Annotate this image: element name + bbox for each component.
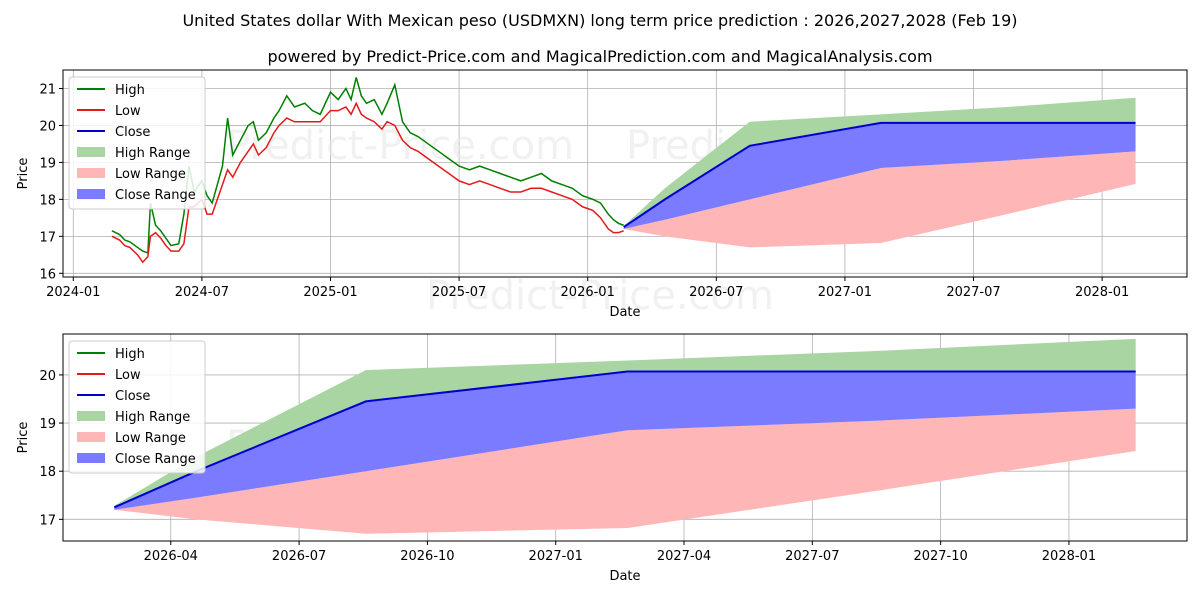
series-high-line [111, 77, 624, 255]
y-tick-label: 17 [39, 230, 56, 245]
y-tick-label: 20 [39, 369, 56, 384]
watermark-text: Predict-Price.com [226, 123, 574, 169]
series-close-line [623, 121, 1136, 228]
chart-subtitle: powered by Predict-Price.com and Magical… [267, 47, 932, 66]
legend-patch-swatch [77, 189, 105, 199]
y-tick-label: 16 [39, 267, 56, 282]
plot-layer [113, 338, 1136, 534]
x-tick-label: 2028-01 [1075, 285, 1129, 300]
legend-label: Low Range [115, 167, 186, 182]
y-tick-label: 17 [39, 513, 56, 528]
y-tick-label: 20 [39, 119, 56, 134]
y-tick-label: 18 [39, 465, 56, 480]
close-range-band [623, 122, 1136, 229]
close-range-band [114, 371, 1136, 510]
legend-label: High [115, 347, 145, 362]
series-low-line [111, 101, 624, 264]
x-tick-label: 2025-07 [432, 285, 486, 300]
legend-label: Low Range [115, 431, 186, 446]
x-tick-label: 2027-01 [529, 549, 583, 564]
legend-label: High Range [115, 146, 190, 161]
legend-label: High [115, 83, 145, 98]
x-tick-label: 2026-04 [144, 549, 198, 564]
top-panel: Predict-Price.comPredict-Price.comPredic… [16, 69, 1188, 320]
x-tick-label: 2027-04 [657, 549, 711, 564]
y-tick-label: 19 [39, 417, 56, 432]
x-tick-label: 2026-01 [561, 285, 615, 300]
x-tick-label: 2024-01 [46, 285, 100, 300]
x-tick-label: 2026-07 [689, 285, 743, 300]
y-axis-label: Price [16, 422, 31, 454]
x-tick-label: 2025-01 [303, 285, 357, 300]
x-tick-label: 2024-07 [175, 285, 229, 300]
legend-label: Close [115, 389, 150, 404]
legend-patch-swatch [77, 453, 105, 463]
legend-patch-swatch [77, 411, 105, 421]
legend-label: High Range [115, 410, 190, 425]
y-tick-label: 19 [39, 156, 56, 171]
legend-label: Low [115, 104, 141, 119]
plot-frame [62, 333, 1188, 542]
legend-label: Close Range [115, 188, 196, 203]
x-tick-label: 2027-10 [913, 549, 967, 564]
legend-patch-swatch [77, 147, 105, 157]
series-close-line [113, 370, 1136, 509]
x-axis-label: Date [609, 569, 640, 584]
x-axis-label: Date [609, 305, 640, 320]
legend-label: Close Range [115, 452, 196, 467]
x-tick-label: 2027-07 [785, 549, 839, 564]
high-range-band [623, 97, 1136, 228]
bottom-panel: Predict-Price.comPredict-Price.com2026-0… [16, 333, 1188, 584]
plot-layer [111, 77, 1136, 264]
x-tick-label: 2027-07 [946, 285, 1000, 300]
x-tick-label: 2028-01 [1042, 549, 1096, 564]
plot-frame [62, 69, 1188, 278]
legend-patch-swatch [77, 432, 105, 442]
y-tick-label: 21 [39, 82, 56, 97]
x-tick-label: 2026-10 [400, 549, 454, 564]
y-axis-label: Price [16, 158, 31, 190]
legend-label: Close [115, 125, 150, 140]
x-tick-label: 2026-07 [272, 549, 326, 564]
legend-patch-swatch [77, 168, 105, 178]
y-tick-label: 18 [39, 193, 56, 208]
legend-label: Low [115, 368, 141, 383]
low-range-band [114, 408, 1136, 534]
low-range-band [623, 151, 1136, 248]
high-range-band [114, 338, 1136, 508]
chart-title: United States dollar With Mexican peso (… [182, 11, 1017, 30]
x-tick-label: 2027-01 [818, 285, 872, 300]
